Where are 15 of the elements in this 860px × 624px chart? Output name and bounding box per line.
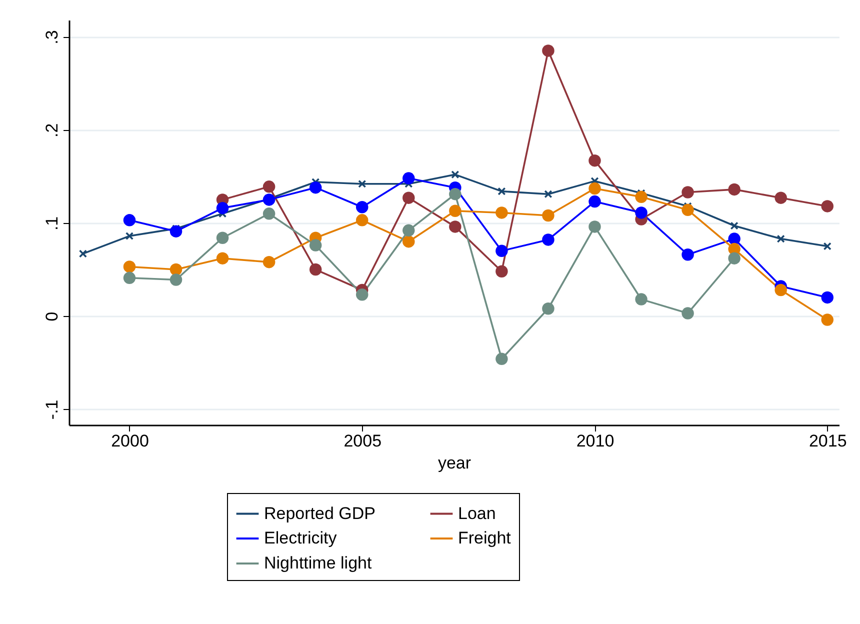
y-tick-label: .1 — [42, 216, 62, 231]
legend-label: Loan — [458, 504, 496, 523]
legend-label: Freight — [458, 528, 512, 548]
x-axis-title: year — [438, 454, 472, 472]
x-tick-label: 2015 — [808, 432, 847, 450]
legend-label: Nighttime light — [264, 554, 372, 572]
y-tick-label: -.1 — [42, 400, 62, 420]
x-tick-label: 2010 — [576, 432, 614, 450]
x-tick-label: 2005 — [344, 432, 382, 450]
legend-label: Electricity — [264, 528, 338, 548]
y-tick-label: .3 — [42, 30, 62, 44]
y-tick-label: .2 — [42, 123, 62, 138]
x-tick-label: 2000 — [111, 432, 149, 450]
y-tick-label: 0 — [42, 312, 62, 322]
legend-label: Reported GDP — [264, 504, 376, 523]
